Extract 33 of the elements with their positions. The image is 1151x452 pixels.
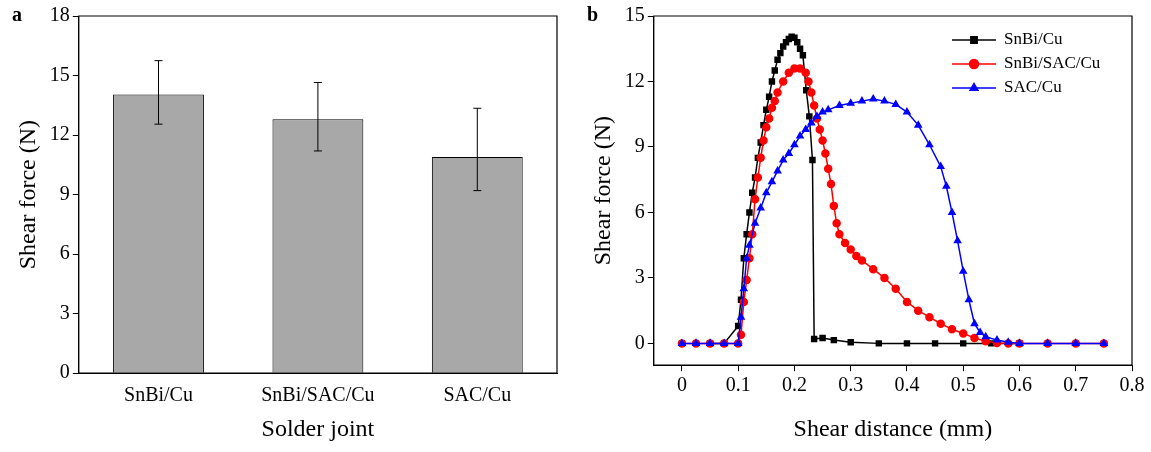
x-tick-label: 0.2 — [781, 373, 807, 396]
text: a — [12, 3, 22, 26]
x-tick-label: 0.1 — [725, 373, 751, 396]
x-axis-title: Shear distance (mm) — [793, 414, 993, 441]
x-tick-label: SnBi/SAC/Cu — [261, 383, 375, 406]
y-axis-title: Shear force (N) — [588, 115, 615, 266]
text: b — [587, 3, 599, 26]
y-tick-label: 3 — [59, 300, 70, 323]
y-tick-label: 6 — [59, 241, 70, 264]
x-tick-label: 0.4 — [894, 373, 920, 396]
y-tick-label: 9 — [59, 181, 70, 204]
legend-label: SnBi/Cu — [1004, 29, 1064, 49]
legend-label: SnBi/SAC/Cu — [1004, 53, 1101, 73]
y-tick-label: 0 — [634, 330, 645, 353]
y-tick-label: 18 — [49, 3, 70, 26]
x-tick-label: 0.5 — [950, 373, 976, 396]
y-tick-label: 15 — [624, 3, 645, 26]
y-tick-label: 12 — [49, 122, 70, 145]
x-tick-label: 0.6 — [1006, 373, 1032, 396]
x-tick-label: 0.8 — [1119, 373, 1145, 396]
x-axis-title: Solder joint — [261, 414, 375, 441]
y-tick-label: 3 — [634, 265, 645, 288]
y-tick-label: 9 — [634, 134, 645, 157]
y-tick-label: 6 — [634, 199, 645, 222]
legend-label: SAC/Cu — [1004, 77, 1063, 97]
x-tick-label: 0.7 — [1063, 373, 1089, 396]
x-tick-label: SAC/Cu — [443, 383, 512, 406]
y-tick-label: 15 — [49, 62, 70, 85]
y-tick-label: 12 — [624, 68, 645, 91]
y-axis-title: Shear force (N) — [13, 119, 40, 270]
x-tick-label: SnBi/Cu — [124, 383, 193, 406]
x-tick-label: 0.3 — [838, 373, 864, 396]
x-tick-label: 0 — [676, 373, 687, 396]
